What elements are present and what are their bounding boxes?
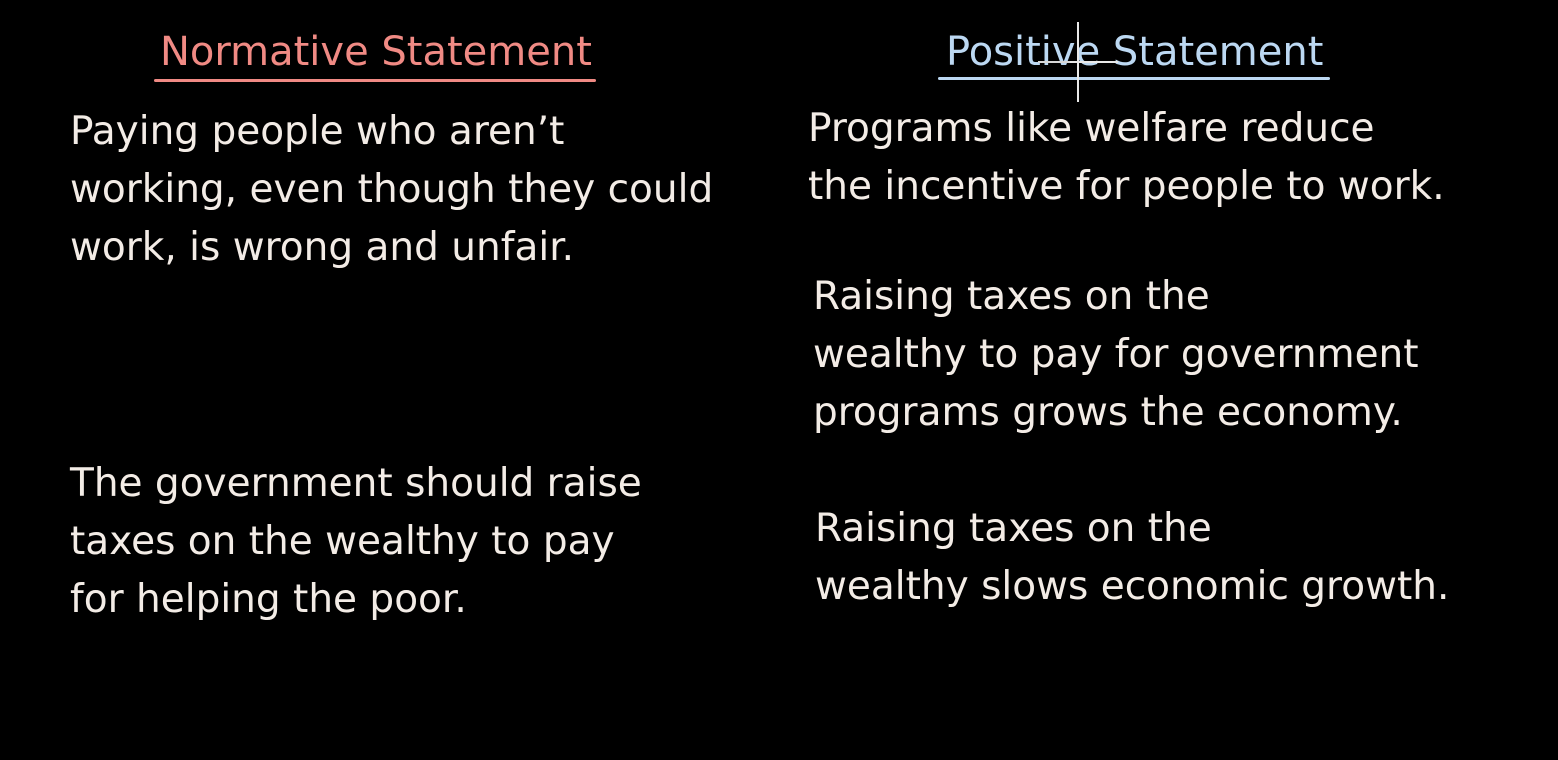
normative-heading-underline (154, 79, 596, 82)
statement-line: The government should raise (70, 461, 642, 506)
statement-line: wealthy to pay for government (813, 332, 1419, 377)
statement-line: work, is wrong and unfair. (70, 225, 575, 270)
statement-line: working, even though they could (70, 167, 714, 212)
statement-line: Raising taxes on the (813, 274, 1210, 319)
positive-heading-underline (938, 77, 1330, 80)
positive-statement-1: Programs like welfare reduce the incenti… (808, 100, 1445, 216)
statement-line: Raising taxes on the (815, 506, 1212, 551)
statement-line: programs grows the economy. (813, 390, 1403, 435)
statement-line: for helping the poor. (70, 577, 467, 622)
positive-statement-3: Raising taxes on the wealthy slows econo… (815, 500, 1449, 616)
statement-line: the incentive for people to work. (808, 164, 1445, 209)
positive-statement-2: Raising taxes on the wealthy to pay for … (813, 268, 1419, 442)
statement-line: Paying people who aren’t (70, 109, 565, 154)
normative-statement-2: The government should raise taxes on the… (70, 455, 642, 629)
crosshair-cursor-icon (1038, 22, 1118, 102)
positive-heading: Positive Statement (946, 29, 1324, 75)
statement-line: Programs like welfare reduce (808, 106, 1375, 151)
normative-statement-1: Paying people who aren’t working, even t… (70, 103, 713, 277)
statement-line: wealthy slows economic growth. (815, 564, 1450, 609)
statement-line: taxes on the wealthy to pay (70, 519, 615, 564)
normative-heading: Normative Statement (160, 29, 592, 75)
